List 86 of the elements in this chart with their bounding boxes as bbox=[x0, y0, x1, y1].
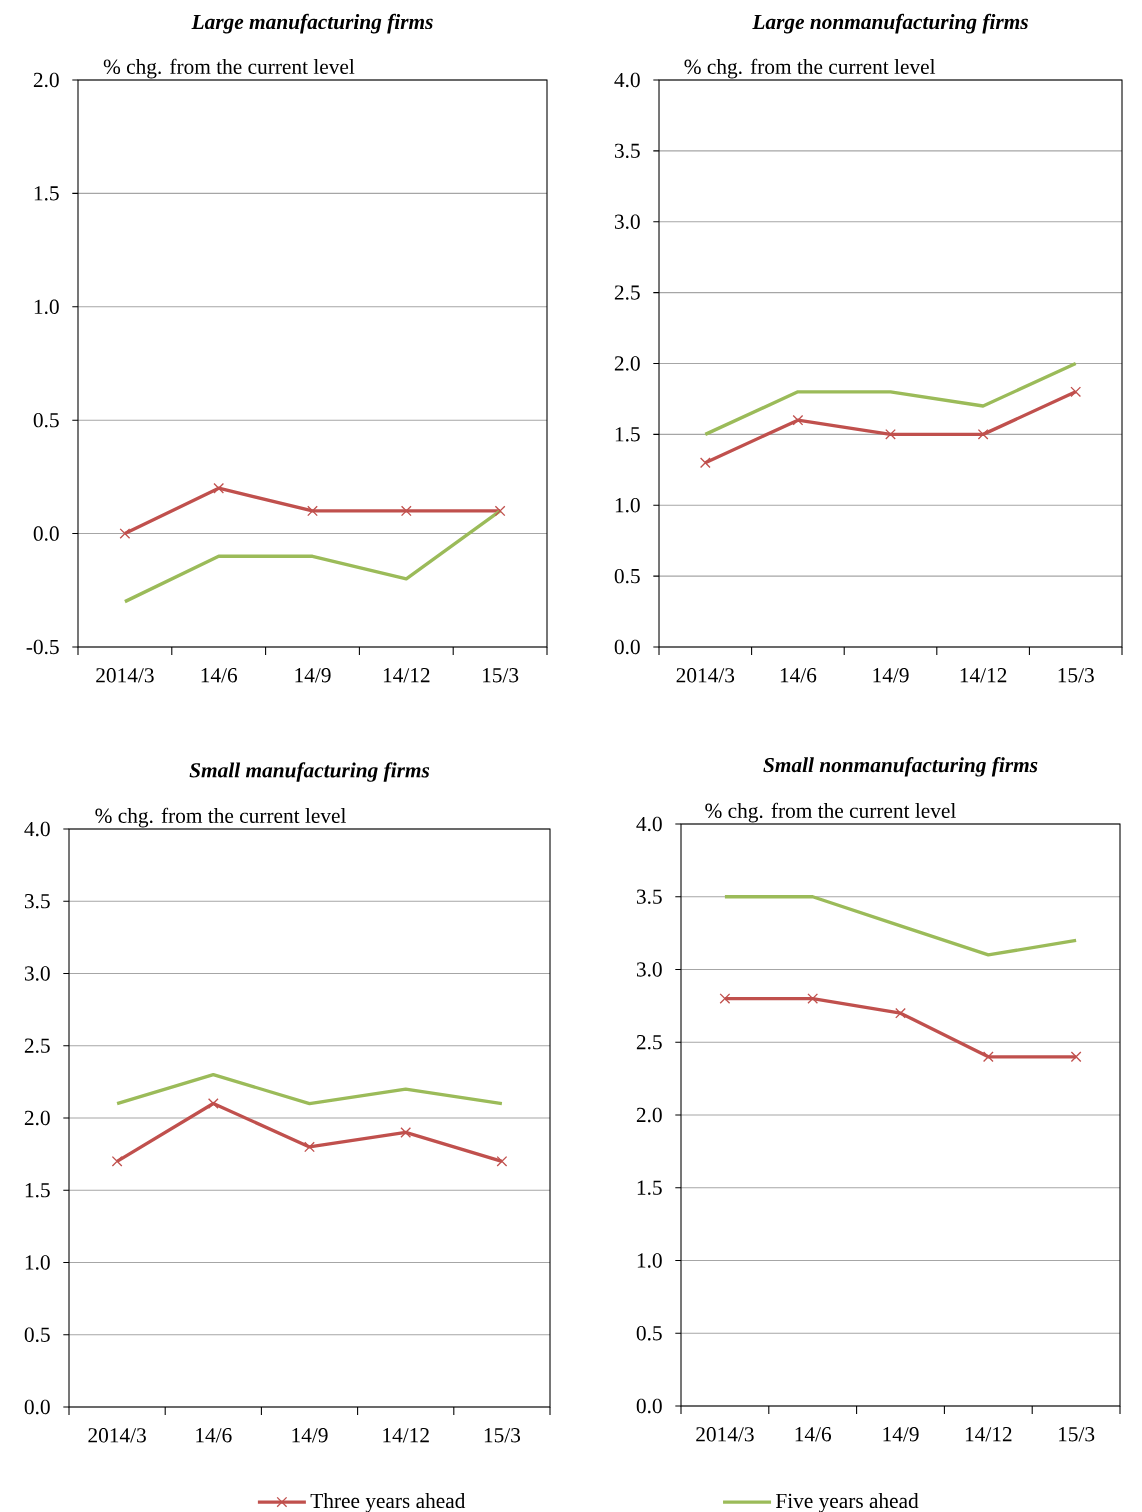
point bbox=[1070, 1051, 1082, 1063]
x-tick-label: 2014/3 bbox=[696, 1427, 754, 1442]
x-tick-label: 14/6 bbox=[795, 1427, 832, 1442]
x-tick-label: 14/9 bbox=[292, 1428, 328, 1443]
y-tick-label: 1.5 bbox=[34, 186, 59, 201]
y-tick-label: 0.0 bbox=[614, 639, 640, 655]
x-tick-label: 2014/3 bbox=[96, 668, 154, 683]
y-tick-label: 1.0 bbox=[25, 1255, 50, 1270]
x-tick-label: 15/3 bbox=[1059, 1427, 1095, 1442]
y-tick-label: 4.0 bbox=[24, 821, 50, 837]
y-tick-label: 3.5 bbox=[614, 143, 640, 159]
y-tick-label: 3.5 bbox=[24, 894, 50, 909]
point bbox=[885, 428, 896, 440]
x-tick-label: 15/3 bbox=[1058, 668, 1094, 683]
x-tick-label: 15/3 bbox=[484, 1428, 521, 1443]
point bbox=[496, 1155, 508, 1167]
y-tick-label: 3.5 bbox=[636, 889, 662, 904]
x-tick-label: 14/9 bbox=[295, 668, 331, 683]
y-tick-label: 2.5 bbox=[614, 285, 640, 300]
x-tick-label: 14/9 bbox=[883, 1427, 919, 1442]
point bbox=[111, 1155, 123, 1167]
y-tick-label: 1.0 bbox=[615, 498, 640, 513]
point bbox=[494, 505, 506, 517]
y-tick-label: 3.0 bbox=[636, 962, 662, 977]
y-tick-label: 2.0 bbox=[636, 1107, 662, 1123]
y-tick-label: 0.0 bbox=[636, 1398, 662, 1414]
y-tick-label: 1.0 bbox=[34, 299, 59, 315]
y-tick-label: 0.5 bbox=[614, 568, 640, 584]
line-series bbox=[123, 509, 502, 604]
y-tick-label: 3.0 bbox=[24, 966, 50, 981]
point bbox=[807, 993, 819, 1004]
y-tick-label: 0.5 bbox=[33, 412, 59, 428]
point bbox=[207, 1098, 219, 1109]
y-tick-label: 2.5 bbox=[24, 1038, 50, 1053]
x-tick-label: 15/3 bbox=[483, 668, 519, 683]
y-tick-label: 2.5 bbox=[636, 1035, 662, 1050]
line-series bbox=[703, 361, 1078, 437]
x-tick-label: 14/6 bbox=[780, 668, 817, 683]
x-tick-label: 2014/3 bbox=[676, 668, 735, 683]
point bbox=[400, 1127, 412, 1138]
y-axis-title: % chg. from the current level bbox=[103, 58, 355, 79]
point bbox=[982, 1051, 994, 1063]
point bbox=[213, 482, 225, 494]
y-tick-label: 4.0 bbox=[636, 816, 662, 832]
y-axis-title: % chg. from the current level bbox=[684, 58, 936, 79]
chart-title: Large manufacturing firms bbox=[191, 13, 433, 34]
y-tick-label: -0.5 bbox=[26, 639, 59, 655]
x-tick-label: 14/9 bbox=[873, 668, 909, 683]
y-tick-label: 0.5 bbox=[24, 1327, 50, 1342]
legend-label: Five years ahead bbox=[775, 1493, 919, 1512]
point bbox=[895, 1007, 906, 1019]
x-tick-label: 14/12 bbox=[383, 1428, 429, 1443]
chart-title: Small nonmanufacturing firms bbox=[763, 757, 1038, 777]
point bbox=[792, 414, 804, 426]
x-tick-label: 14/6 bbox=[201, 668, 238, 683]
y-tick-label: 1.5 bbox=[615, 427, 640, 442]
point bbox=[304, 1141, 315, 1153]
y-tick-label: 1.5 bbox=[637, 1180, 662, 1195]
x-tick-label: 2014/3 bbox=[88, 1428, 146, 1443]
y-tick-label: 2.0 bbox=[33, 72, 59, 88]
y-tick-label: 2.0 bbox=[614, 356, 640, 371]
y-tick-label: 0.0 bbox=[33, 526, 59, 541]
y-tick-label: 0.5 bbox=[636, 1326, 662, 1341]
chart-title: Large nonmanufacturing firms bbox=[752, 13, 1028, 34]
y-tick-label: 0.0 bbox=[24, 1399, 50, 1415]
point bbox=[977, 428, 989, 440]
point bbox=[307, 505, 318, 517]
x-tick-label: 14/12 bbox=[383, 668, 430, 683]
point bbox=[119, 528, 131, 539]
y-tick-label: 1.0 bbox=[637, 1253, 662, 1268]
y-tick-label: 1.5 bbox=[25, 1183, 50, 1198]
x-tick-label: 14/12 bbox=[965, 1427, 1012, 1442]
point bbox=[400, 505, 412, 517]
x-tick-label: 14/6 bbox=[196, 1428, 232, 1443]
y-axis-title: % chg. from the current level bbox=[705, 802, 956, 823]
y-tick-label: 2.0 bbox=[24, 1110, 50, 1126]
y-tick-label: 3.0 bbox=[614, 214, 640, 229]
point bbox=[699, 457, 711, 469]
x-tick-label: 14/12 bbox=[960, 668, 1007, 683]
line-series bbox=[723, 895, 1078, 957]
y-axis-title: % chg. from the current level bbox=[95, 807, 346, 828]
legend-label: Three years ahead bbox=[310, 1493, 466, 1512]
point bbox=[719, 993, 731, 1004]
chart-title: Small manufacturing firms bbox=[189, 762, 430, 782]
point bbox=[1070, 386, 1082, 398]
y-tick-label: 4.0 bbox=[614, 72, 640, 88]
